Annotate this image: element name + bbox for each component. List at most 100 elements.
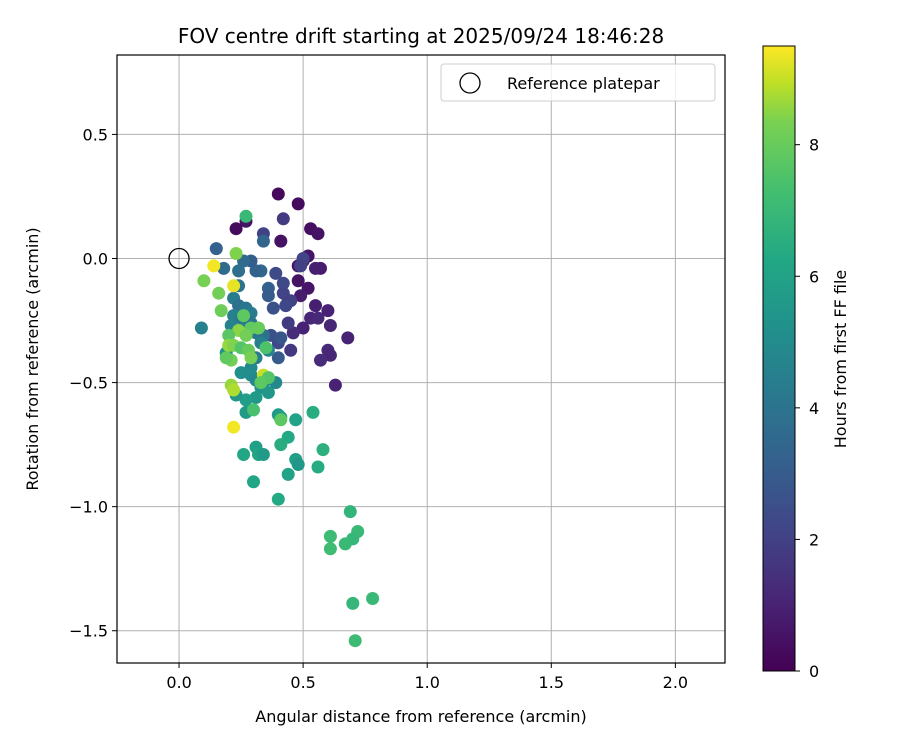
data-point: [227, 279, 241, 293]
data-point: [274, 438, 288, 452]
data-point: [311, 227, 325, 241]
data-point: [343, 505, 357, 519]
data-point: [306, 405, 320, 419]
data-point: [209, 242, 223, 256]
data-point: [261, 386, 275, 399]
colorbar-frame: [762, 45, 796, 672]
x-tick-label: 1.5: [539, 673, 564, 692]
data-point: [309, 299, 322, 313]
data-point: [194, 321, 208, 335]
data-point: [274, 331, 288, 345]
data-point: [348, 634, 362, 648]
y-axis-ticks: 0.5 0.0 −0.5 −1.0 −1.5: [69, 125, 117, 641]
data-point: [284, 343, 298, 357]
legend: Reference platepar: [440, 63, 716, 102]
x-axis-ticks: 0.0 0.5 1.0 1.5 2.0: [166, 663, 688, 692]
colorbar-label: Hours from first FF file: [831, 270, 850, 449]
x-tick-label: 0.0: [166, 673, 191, 692]
data-point: [247, 403, 260, 417]
data-point: [341, 331, 355, 345]
colorbar-tick-label: 8: [809, 136, 819, 155]
data-point: [289, 413, 303, 427]
data-point: [244, 351, 258, 365]
data-point: [311, 311, 325, 325]
data-point: [328, 378, 342, 392]
reference-marker-group: [168, 247, 190, 270]
data-point: [232, 264, 246, 278]
data-point: [311, 460, 325, 474]
data-point: [217, 261, 231, 275]
data-point: [271, 492, 285, 506]
data-point: [197, 274, 211, 288]
data-point: [249, 264, 263, 278]
y-tick-label: −1.5: [69, 622, 108, 641]
y-tick-label: −1.0: [69, 498, 108, 517]
colorbar-tick-label: 2: [809, 530, 819, 549]
data-point: [279, 299, 293, 313]
colorbar-tick-label: 6: [809, 267, 819, 286]
x-tick-label: 1.0: [414, 673, 439, 692]
data-point: [346, 596, 360, 610]
data-point: [276, 276, 290, 290]
legend-box: [440, 63, 716, 102]
data-point: [291, 274, 305, 288]
colorbar-tick-label: 4: [809, 399, 819, 418]
data-point: [338, 537, 352, 551]
colorbar-tick-label: 0: [809, 662, 819, 681]
data-point: [271, 187, 285, 201]
data-point: [291, 458, 305, 471]
y-tick-label: 0.5: [83, 125, 108, 144]
data-point: [222, 328, 236, 342]
legend-entry-reference: Reference platepar: [507, 74, 660, 93]
data-point: [247, 475, 260, 489]
plot-frame: [116, 54, 726, 664]
data-point: [229, 222, 243, 236]
data-point: [274, 234, 288, 248]
data-point: [214, 304, 228, 318]
data-point: [261, 289, 275, 303]
data-point: [294, 289, 308, 303]
data-point: [256, 234, 270, 248]
data-point: [323, 529, 337, 543]
grid: [117, 55, 725, 663]
data-point: [259, 341, 273, 355]
data-point: [227, 420, 241, 434]
data-point: [219, 351, 233, 365]
data-point: [207, 259, 221, 273]
data-point: [254, 376, 268, 390]
colorbar: 0 2 4 6 8 Hours from first FF file: [762, 45, 850, 681]
data-point: [294, 259, 308, 273]
data-point: [281, 467, 295, 481]
data-point: [314, 353, 327, 367]
data-point: [366, 592, 380, 605]
data-point: [234, 366, 248, 380]
colorbar-gradient: [763, 46, 795, 671]
data-point: [296, 321, 310, 335]
y-tick-label: −0.5: [69, 374, 108, 393]
data-point: [316, 443, 330, 457]
data-point: [227, 383, 241, 397]
data-point: [252, 321, 265, 335]
data-point: [309, 261, 322, 275]
data-point: [323, 319, 337, 332]
y-tick-label: 0.0: [83, 249, 108, 268]
data-point: [291, 197, 305, 211]
chart-title: FOV centre drift starting at 2025/09/24 …: [178, 24, 664, 48]
data-point: [237, 448, 251, 461]
data-point: [239, 393, 253, 407]
x-axis-label: Angular distance from reference (arcmin): [255, 707, 586, 726]
data-point: [286, 326, 300, 340]
data-point: [269, 266, 283, 280]
data-point: [237, 309, 251, 323]
data-point: [256, 448, 270, 461]
reference-marker: [168, 247, 190, 270]
x-tick-label: 0.5: [290, 673, 315, 692]
x-tick-label: 2.0: [663, 673, 688, 692]
data-point: [323, 542, 337, 556]
data-point: [276, 212, 290, 226]
y-axis-label: Rotation from reference (arcmin): [23, 227, 42, 490]
data-point: [212, 286, 226, 300]
colorbar-ticks: 0 2 4 6 8: [795, 136, 819, 681]
data-point: [239, 328, 253, 342]
